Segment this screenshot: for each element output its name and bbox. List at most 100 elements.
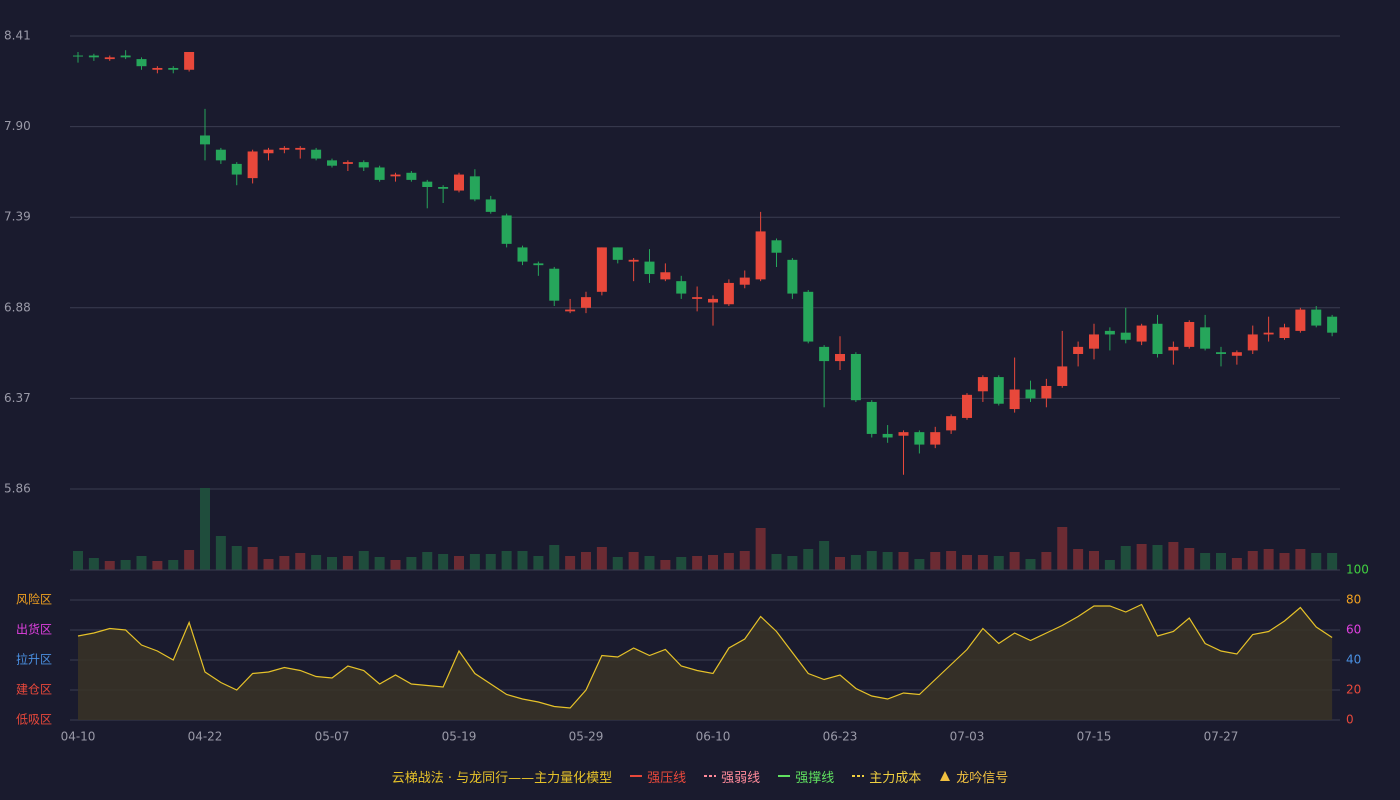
legend-icon xyxy=(630,775,643,777)
legend-label: 强压线 xyxy=(647,770,687,786)
legend-label: 强弱线 xyxy=(721,770,761,786)
candle-body xyxy=(311,149,322,159)
candle-body xyxy=(1104,330,1115,335)
volume-bar xyxy=(850,555,861,570)
volume-bar xyxy=(1216,553,1226,570)
candle-body xyxy=(517,247,528,262)
y2-tick-label: 100 xyxy=(1346,563,1369,577)
candle-body xyxy=(342,162,353,164)
volume-bar xyxy=(835,557,845,570)
volume-bar xyxy=(1104,560,1115,570)
volume-bar xyxy=(215,536,226,570)
volume-bar xyxy=(676,557,687,570)
candle-body xyxy=(1327,316,1338,333)
candle-body xyxy=(930,432,941,445)
volume-bar xyxy=(596,547,607,570)
volume-bar xyxy=(914,559,925,570)
volume-bar xyxy=(311,555,322,570)
candle-body xyxy=(708,298,718,303)
legend: 云梯战法 · 与龙同行——主力量化模型 强压线 强弱线 强撑线 主力成本 龙吟信号 xyxy=(0,764,1400,788)
x-tick-label: 04-10 xyxy=(61,730,96,744)
volume-bar xyxy=(1311,553,1322,570)
volume-bar xyxy=(358,551,369,570)
volume-bar xyxy=(866,551,877,570)
chart: 8.41 7.90 7.39 6.88 6.37 5.86 100 80 60 40 20 0 风险区出… xyxy=(4,29,1369,744)
zone-label: 低吸区 xyxy=(16,713,52,727)
candle-body xyxy=(422,181,433,187)
candle-body xyxy=(866,401,877,434)
volume-bar xyxy=(628,552,639,570)
volume-bar xyxy=(279,556,290,570)
candle-body xyxy=(215,149,226,161)
volume-bar xyxy=(644,556,655,570)
candle-body xyxy=(1263,332,1274,335)
candle-body xyxy=(120,55,131,58)
volume-bar xyxy=(930,552,941,570)
volume-bar xyxy=(993,556,1004,570)
volume-bar xyxy=(485,554,496,570)
x-tick-label: 04-22 xyxy=(188,730,223,744)
volume-bar xyxy=(1279,553,1290,570)
legend-item: 主力成本 xyxy=(852,767,921,786)
volume-bar xyxy=(247,547,258,570)
volume-bar xyxy=(327,557,337,570)
legend-icon xyxy=(852,775,865,777)
candle-body xyxy=(549,268,560,301)
volume-bar xyxy=(612,557,623,570)
candle-body xyxy=(168,67,179,70)
candle-body xyxy=(771,240,782,253)
candle-body xyxy=(73,55,83,57)
legend-label: 主力成本 xyxy=(869,770,922,786)
x-tick-label: 07-27 xyxy=(1204,730,1239,744)
volume-bar xyxy=(390,560,401,570)
legend-icon xyxy=(704,775,717,777)
candle-body xyxy=(882,433,893,438)
volume-bar xyxy=(200,488,210,570)
volume-bar xyxy=(977,555,988,570)
volume-bar xyxy=(1136,544,1147,570)
candle-body xyxy=(1279,327,1290,338)
volume-bar xyxy=(1231,558,1242,570)
zone-label: 拉升区 xyxy=(16,652,52,667)
volume-bar xyxy=(803,549,814,570)
candle-body xyxy=(263,149,274,154)
candle-body xyxy=(1295,309,1306,331)
candle-body xyxy=(914,432,925,445)
y-tick-label: 6.37 xyxy=(4,391,31,405)
candle-body xyxy=(1073,346,1084,354)
candle-body xyxy=(390,174,401,177)
x-tick-label: 07-15 xyxy=(1077,730,1112,744)
y-tick-label: 8.41 xyxy=(4,29,31,43)
candle-body xyxy=(1009,389,1020,410)
volume-bar xyxy=(549,545,560,570)
volume-bar xyxy=(501,551,512,570)
volume-bar xyxy=(581,552,591,570)
volume-bar xyxy=(565,556,576,570)
candle-body xyxy=(438,187,449,189)
volume-bar xyxy=(946,551,957,570)
volume-bar xyxy=(819,541,830,570)
legend-label: 强撑线 xyxy=(795,770,835,786)
zone-label: 建仓区 xyxy=(16,683,52,697)
candle-body xyxy=(200,135,210,145)
candle-body xyxy=(835,353,845,362)
candle-body xyxy=(692,297,703,299)
volume-bar xyxy=(88,558,99,570)
volume-bar xyxy=(406,557,417,570)
y-tick-label: 5.86 xyxy=(4,482,31,496)
candle-body xyxy=(136,59,147,67)
volume-bar xyxy=(1073,549,1084,570)
volume-bar xyxy=(660,560,671,570)
volume-bar xyxy=(755,528,766,570)
zone-label: 出货区 xyxy=(16,622,52,637)
candle-body xyxy=(660,272,671,280)
volume-bar xyxy=(1247,551,1258,570)
candle-body xyxy=(612,247,623,260)
candle-body xyxy=(374,167,385,180)
candle-body xyxy=(1057,366,1068,386)
candle-body xyxy=(1247,334,1258,351)
legend-icon xyxy=(940,771,951,781)
y2-tick-label: 20 xyxy=(1346,683,1361,697)
x-tick-label: 05-29 xyxy=(569,730,604,744)
volume-bar xyxy=(1152,545,1163,570)
